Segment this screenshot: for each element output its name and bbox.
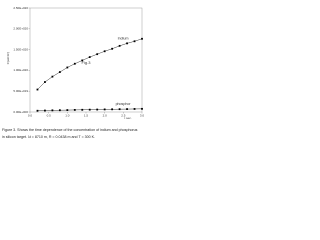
data-point <box>58 109 61 112</box>
data-point <box>73 62 76 65</box>
caption-line: in silicon target. λt = 8710 m, R = 0.04… <box>2 135 96 139</box>
series-label: phosphor <box>116 102 132 106</box>
data-point <box>51 75 54 78</box>
data-point <box>81 108 84 111</box>
data-point <box>96 53 99 56</box>
data-point <box>36 109 39 112</box>
x-tick-label: 1.0 <box>65 113 70 117</box>
data-point <box>133 108 136 110</box>
data-point <box>88 108 91 111</box>
y-tick-label: 2.00E+020 <box>13 27 28 31</box>
caption-line: Figure 3. Shows the time dependence of t… <box>2 128 162 132</box>
data-point <box>126 108 128 110</box>
data-point <box>118 44 121 47</box>
data-point <box>44 109 46 112</box>
x-axis-label: t sec. <box>124 116 131 120</box>
y-tick-label: 2.50E+020 <box>13 6 28 10</box>
data-point <box>58 71 61 73</box>
data-point <box>111 108 114 111</box>
data-point <box>66 109 69 111</box>
data-point <box>51 109 54 112</box>
x-tick-label: 2.5 <box>121 113 126 117</box>
data-point <box>118 108 121 111</box>
figure-annotation: Fig.3 <box>82 60 92 65</box>
y-tick-label: 0.00E+000 <box>13 110 28 114</box>
x-tick-label: 1.5 <box>84 113 89 117</box>
data-point <box>133 40 136 43</box>
caption-text: Figure 3. Shows the time dependence of t… <box>2 128 138 132</box>
x-tick-label: 0.5 <box>47 113 52 117</box>
chart: C(at/cm³) t sec. Fig.3 0.00E+000 5.00E+01… <box>6 6 145 120</box>
y-tick-label: 1.00E+020 <box>13 68 28 72</box>
data-point <box>103 50 106 53</box>
data-point <box>141 37 143 40</box>
data-point <box>141 107 143 110</box>
data-point <box>36 88 39 91</box>
y-axis-label: C(at/cm³) <box>6 52 10 65</box>
data-point <box>96 108 99 111</box>
data-point <box>111 47 114 50</box>
data-point <box>103 108 106 111</box>
data-point <box>81 59 84 62</box>
series-label: Indium <box>118 36 129 40</box>
data-point <box>66 66 69 69</box>
page: C(at/cm³) t sec. Fig.3 0.00E+000 5.00E+01… <box>0 0 150 150</box>
data-point <box>73 109 76 111</box>
data-point <box>88 56 91 58</box>
data-point <box>44 81 46 83</box>
y-tick-label: 1.50E+020 <box>13 47 28 51</box>
x-tick-label: 0.0 <box>28 113 33 117</box>
data-point <box>126 42 128 45</box>
x-tick-label: 3.0 <box>140 113 145 117</box>
y-tick-label: 5.00E+019 <box>13 89 28 93</box>
x-tick-label: 2.0 <box>103 113 108 117</box>
